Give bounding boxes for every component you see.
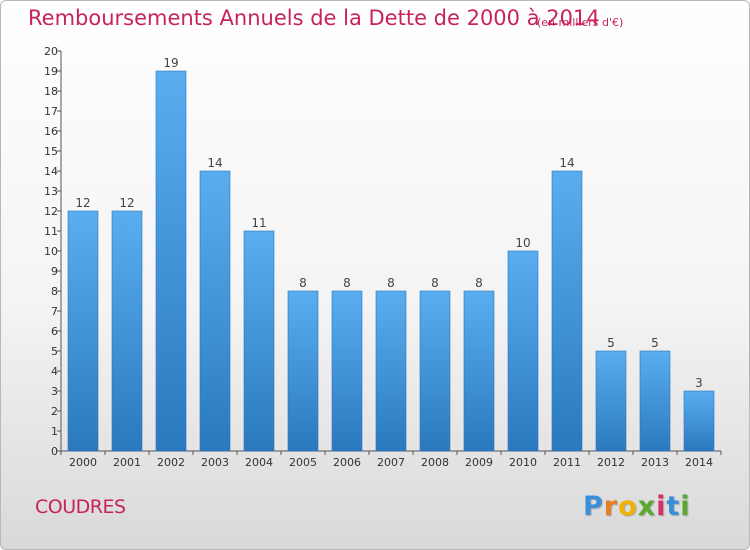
y-tick-label: 7 (51, 305, 58, 318)
bar-value-label: 5 (651, 336, 659, 350)
bar-2013 (639, 350, 671, 452)
logo-letter: i (656, 491, 667, 522)
bar-2010 (507, 250, 539, 452)
y-tick-label: 3 (51, 385, 58, 398)
bar-value-label: 8 (343, 276, 351, 290)
logo-letter: x (637, 491, 657, 522)
y-tick-label: 10 (44, 245, 58, 258)
logo-letter: r (603, 491, 619, 522)
y-tick-label: 1 (51, 425, 58, 438)
x-tick-label: 2009 (465, 456, 493, 469)
bar-value-label: 5 (607, 336, 615, 350)
y-tick-label: 17 (44, 105, 58, 118)
y-tick-label: 15 (44, 145, 58, 158)
bar-2007 (375, 290, 407, 452)
x-tick-label: 2006 (333, 456, 361, 469)
bar-2006 (331, 290, 363, 452)
proxiti-logo: Proxiti (583, 491, 691, 522)
bar-2002 (155, 70, 187, 452)
bar-2001 (111, 210, 143, 452)
bar-value-label: 11 (251, 216, 266, 230)
bar-value-label: 8 (475, 276, 483, 290)
x-tick-label: 2003 (201, 456, 229, 469)
chart-bars (67, 70, 715, 452)
x-tick-label: 2008 (421, 456, 449, 469)
y-tick-label: 6 (51, 325, 58, 338)
bar-2008 (419, 290, 451, 452)
logo-letter: P (583, 491, 604, 522)
y-tick-label: 2 (51, 405, 58, 418)
bar-2009 (463, 290, 495, 452)
y-tick-label: 19 (44, 65, 58, 78)
y-tick-label: 0 (51, 445, 58, 458)
bar-2004 (243, 230, 275, 452)
commune-name: COUDRES (35, 496, 126, 518)
x-tick-label: 2000 (69, 456, 97, 469)
x-tick-label: 2013 (641, 456, 669, 469)
chart-subtitle: (en milliers d'€) (537, 16, 624, 29)
y-tick-label: 9 (51, 265, 58, 278)
bar-value-label: 14 (207, 156, 222, 170)
x-tick-label: 2001 (113, 456, 141, 469)
x-tick-label: 2011 (553, 456, 581, 469)
bar-value-label: 8 (431, 276, 439, 290)
bar-2012 (595, 350, 627, 452)
x-tick-label: 2004 (245, 456, 273, 469)
bar-value-label: 12 (75, 196, 90, 210)
y-tick-label: 14 (44, 165, 58, 178)
y-tick-label: 20 (44, 45, 58, 58)
y-tick-label: 13 (44, 185, 58, 198)
bar-2005 (287, 290, 319, 452)
y-tick-label: 11 (44, 225, 58, 238)
bar-value-label: 12 (119, 196, 134, 210)
x-tick-label: 2005 (289, 456, 317, 469)
x-tick-label: 2007 (377, 456, 405, 469)
y-tick-label: 18 (44, 85, 58, 98)
bar-value-label: 3 (695, 376, 703, 390)
x-tick-label: 2010 (509, 456, 537, 469)
x-tick-label: 2014 (685, 456, 713, 469)
bar-value-label: 8 (387, 276, 395, 290)
logo-letter: t (666, 491, 681, 522)
bar-2000 (67, 210, 99, 452)
y-tick-label: 4 (51, 365, 58, 378)
y-tick-label: 8 (51, 285, 58, 298)
bar-2014 (683, 390, 715, 452)
y-tick-label: 16 (44, 125, 58, 138)
x-tick-label: 2012 (597, 456, 625, 469)
bar-value-label: 10 (515, 236, 530, 250)
y-tick-label: 5 (51, 345, 58, 358)
bar-2011 (551, 170, 583, 452)
bar-value-label: 19 (163, 56, 178, 70)
bar-value-label: 8 (299, 276, 307, 290)
bar-2003 (199, 170, 231, 452)
y-tick-label: 12 (44, 205, 58, 218)
logo-letter: o (618, 491, 638, 522)
x-tick-label: 2002 (157, 456, 185, 469)
chart-value-labels: 12 12 19 14 11 8 8 8 8 8 10 14 5 5 3 (75, 56, 702, 390)
logo-letter: i (680, 491, 691, 522)
chart-title: Remboursements Annuels de la Dette de 20… (28, 6, 600, 30)
bar-value-label: 14 (559, 156, 574, 170)
